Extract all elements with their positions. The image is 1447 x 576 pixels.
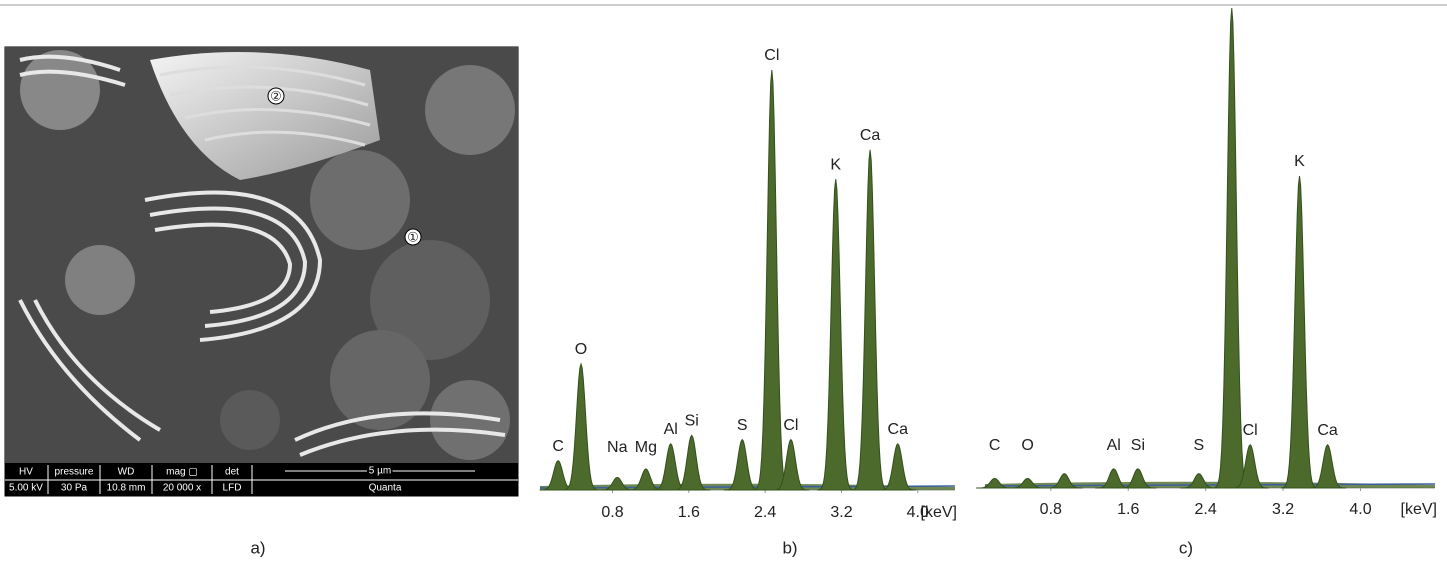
peak-label: Na	[607, 439, 628, 456]
panel-label: a)	[250, 538, 265, 557]
peak-label: Al	[664, 421, 678, 438]
peak-label: O	[575, 341, 587, 358]
peak-label: Ca	[860, 127, 881, 144]
panel-label: b)	[782, 538, 797, 557]
peak-label: Ca	[1317, 422, 1338, 439]
peak	[673, 434, 711, 491]
x-tick-label: 0.8	[1040, 501, 1062, 518]
peak	[1009, 477, 1047, 489]
sem-info: LFD	[223, 483, 242, 494]
peak-label: S	[1194, 437, 1205, 454]
sem-image: ② ① HV pressure WD mag ▢ det 5 µm 5.00 k…	[4, 46, 519, 497]
peak	[1213, 7, 1251, 489]
peak-label: Mg	[635, 439, 657, 456]
peak-label: Si	[1131, 437, 1145, 454]
peak	[1231, 444, 1269, 489]
x-tick-label: 4.0	[1349, 501, 1371, 518]
panel-label: c)	[1179, 538, 1193, 557]
peak	[562, 362, 600, 491]
peak	[1180, 473, 1218, 489]
x-tick-label: 2.4	[754, 504, 776, 521]
peak	[1281, 175, 1319, 489]
sem-info: 20 000 x	[163, 483, 201, 494]
sem-info: pressure	[55, 467, 94, 478]
peak-label: O	[1021, 437, 1033, 454]
sem-info: HV	[19, 467, 33, 478]
peak	[772, 438, 810, 491]
x-tick-label: 1.6	[1117, 501, 1139, 518]
peak	[1309, 444, 1347, 489]
peak-label: K	[830, 156, 841, 173]
x-tick-label: 4.0	[907, 504, 929, 521]
sem-info: mag ▢	[166, 467, 198, 478]
x-tick-label: 2.4	[1195, 501, 1217, 518]
peak	[817, 179, 855, 491]
peak	[851, 149, 889, 491]
peak-label: Ca	[888, 421, 909, 438]
peak	[723, 438, 761, 491]
peak	[1045, 473, 1083, 489]
peak	[879, 442, 917, 491]
sem-info: 30 Pa	[61, 483, 88, 494]
sem-info: 5.00 kV	[9, 483, 43, 494]
peak-label: Al	[1107, 437, 1121, 454]
peak	[1119, 468, 1157, 489]
sem-scale: 5 µm	[369, 466, 391, 477]
sem-info: Quanta	[369, 483, 402, 494]
x-axis-label: [keV]	[1401, 501, 1437, 518]
peak-label: C	[989, 437, 1001, 454]
peak-label: S	[737, 417, 748, 434]
sem-marker: ①	[407, 229, 419, 244]
peak-label: Cl	[783, 417, 798, 434]
sem-info: WD	[118, 467, 135, 478]
x-tick-label: 0.8	[601, 504, 623, 521]
sem-info: det	[225, 467, 239, 478]
peak-label: C	[552, 438, 564, 455]
peak-label: K	[1294, 153, 1305, 170]
x-tick-label: 1.6	[678, 504, 700, 521]
peak	[976, 477, 1014, 489]
peak-label: Cl	[1243, 422, 1258, 439]
peak-label: Cl	[764, 47, 779, 64]
sem-marker: ②	[270, 88, 282, 103]
peak-label: Si	[685, 413, 699, 430]
x-axis-label: [keV]	[921, 504, 957, 521]
x-tick-label: 3.2	[830, 504, 852, 521]
sem-info: 10.8 mm	[107, 483, 146, 494]
peak-label: Cl	[1224, 0, 1239, 2]
x-tick-label: 3.2	[1272, 501, 1294, 518]
